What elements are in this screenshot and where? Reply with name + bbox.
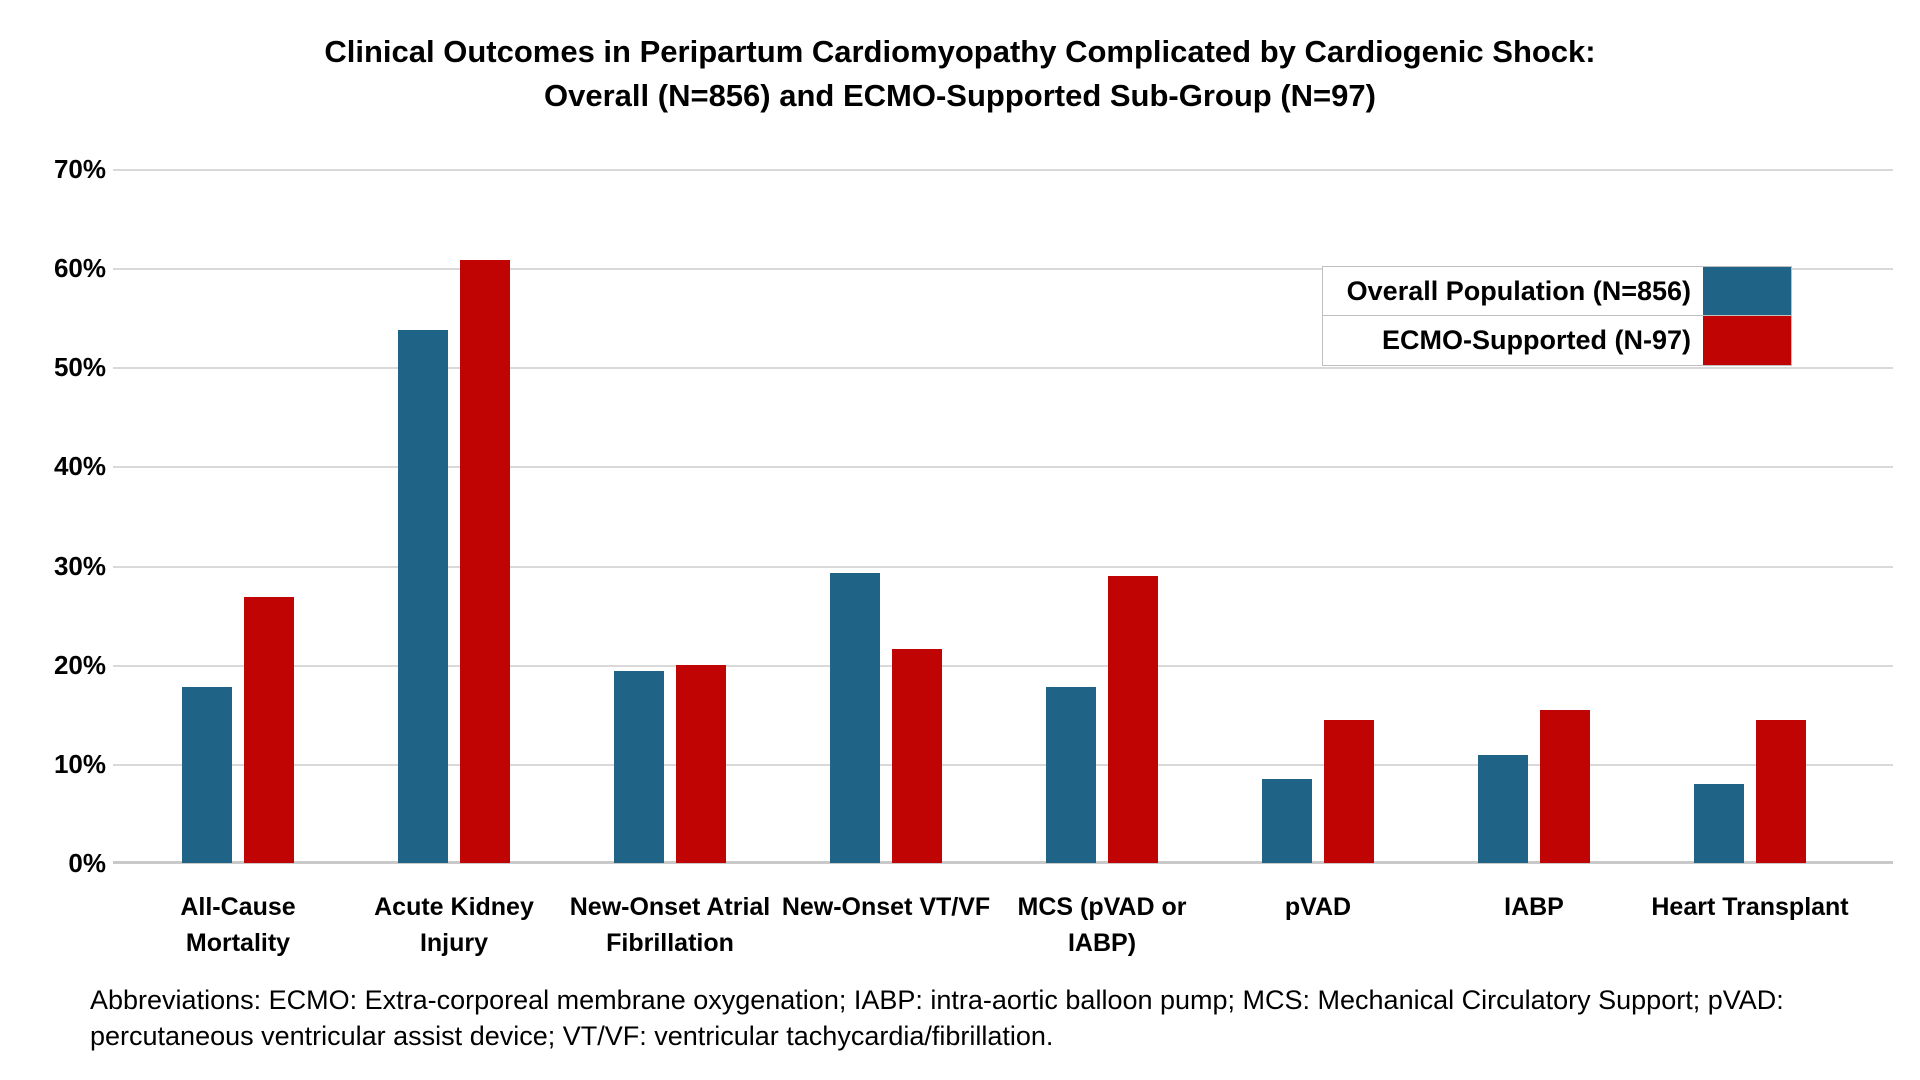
bar-overall-7 — [1694, 784, 1744, 863]
chart-title: Clinical Outcomes in Peripartum Cardiomy… — [324, 34, 1596, 114]
bar-overall-6 — [1478, 755, 1528, 863]
bar-ecmo-2 — [676, 665, 726, 863]
gridline-20% — [113, 665, 1893, 667]
legend-row-1: ECMO-Supported (N-97) — [1323, 316, 1791, 365]
y-axis-label-0%: 0% — [68, 848, 106, 878]
bar-overall-4 — [1046, 687, 1096, 863]
bar-group-5 — [1262, 720, 1374, 863]
chart-legend: Overall Population (N=856) ECMO-Supported… — [1322, 266, 1792, 366]
x-axis-label-4: MCS (pVAD or IABP) — [1017, 893, 1187, 957]
bar-group-7 — [1694, 720, 1806, 863]
bar-ecmo-1 — [460, 260, 510, 863]
bar-ecmo-0 — [244, 597, 294, 863]
abbreviations-footnote: Abbreviations: ECMO: Extra-corporeal mem… — [90, 985, 1784, 1051]
y-axis-label-20%: 20% — [53, 650, 106, 680]
bar-group-0 — [182, 597, 294, 863]
bar-overall-0 — [182, 687, 232, 863]
bar-group-1 — [398, 260, 510, 863]
gridline-40% — [113, 466, 1893, 468]
bar-ecmo-5 — [1324, 720, 1374, 863]
bar-overall-2 — [614, 671, 664, 863]
y-axis-label-60%: 60% — [53, 253, 106, 283]
gridline-30% — [113, 566, 1893, 568]
gridline-70% — [113, 169, 1893, 171]
x-axis-label-1: Acute Kidney Injury — [374, 893, 534, 957]
x-axis-label-7: Heart Transplant — [1651, 893, 1849, 921]
bar-group-2 — [614, 665, 726, 863]
bar-ecmo-7 — [1756, 720, 1806, 863]
x-axis-label-6: IABP — [1504, 893, 1564, 921]
legend-swatch-0 — [1703, 267, 1791, 315]
bar-ecmo-6 — [1540, 710, 1590, 863]
y-axis-label-30%: 30% — [53, 551, 106, 581]
legend-swatch-1 — [1703, 316, 1791, 365]
y-axis-label-50%: 50% — [53, 352, 106, 382]
bar-group-3 — [830, 573, 942, 863]
bar-overall-1 — [398, 330, 448, 863]
x-axis-label-3: New-Onset VT/VF — [781, 893, 991, 921]
y-axis-label-40%: 40% — [53, 451, 106, 481]
bar-overall-3 — [830, 573, 880, 863]
x-axis-label-5: pVAD — [1284, 893, 1352, 921]
bar-group-4 — [1046, 576, 1158, 863]
y-axis-label-70%: 70% — [53, 154, 106, 184]
plot-area: 70% 60% 50% 40% 30% 20% 10% 0% All-Cause Mortali… — [54, 154, 1893, 957]
y-axis-label-10%: 10% — [53, 749, 106, 779]
bar-overall-5 — [1262, 779, 1312, 863]
x-axis-label-2: New-Onset Atrial Fibrillation — [569, 893, 771, 957]
bar-group-6 — [1478, 710, 1590, 863]
legend-label-1: ECMO-Supported (N-97) — [1382, 325, 1691, 355]
bar-ecmo-3 — [892, 649, 942, 863]
bar-ecmo-4 — [1108, 576, 1158, 863]
legend-label-0: Overall Population (N=856) — [1346, 276, 1691, 306]
gridline-0% — [113, 861, 1893, 864]
x-axis-label-0: All-Cause Mortality — [180, 893, 296, 957]
gridline-10% — [113, 764, 1893, 766]
legend-row-0: Overall Population (N=856) — [1323, 267, 1791, 316]
gridline-60% — [113, 268, 1893, 270]
gridline-50% — [113, 367, 1893, 369]
